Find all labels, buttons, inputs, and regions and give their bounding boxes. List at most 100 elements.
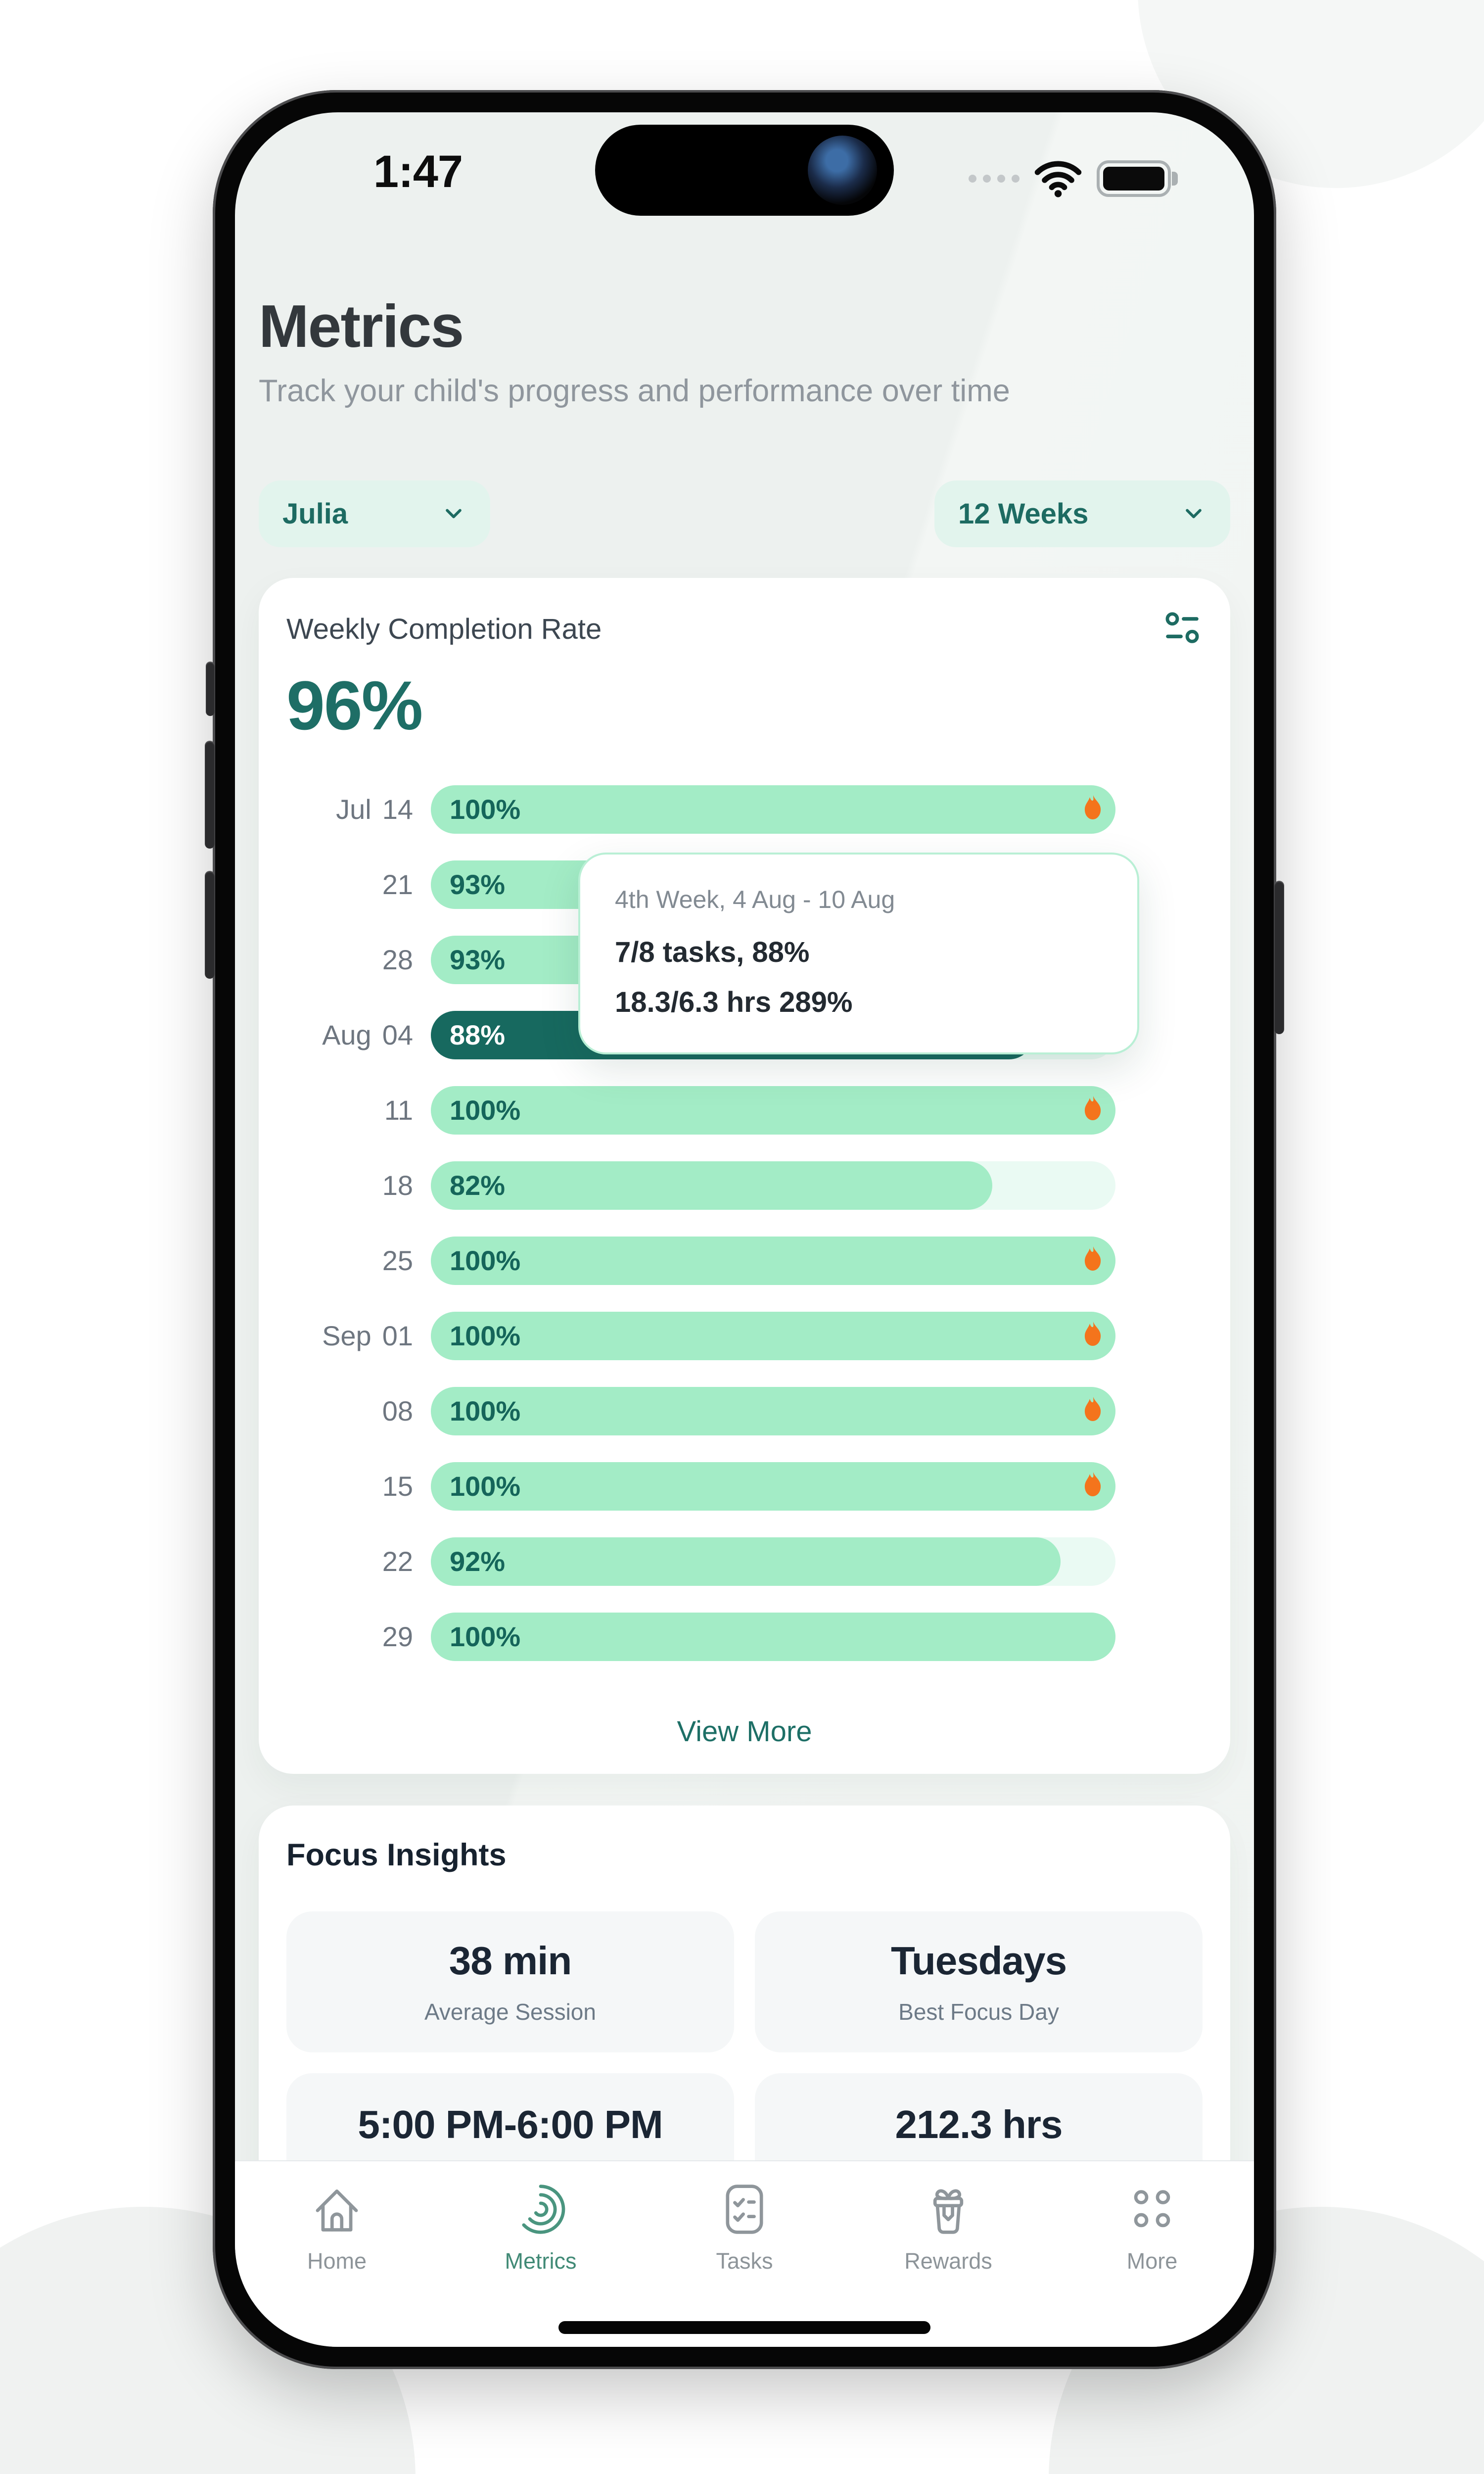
tab-bar: Home Metrics Tasks Rewards More — [235, 2160, 1254, 2347]
bar-track: 100% — [431, 1086, 1115, 1135]
page-subtitle: Track your child's progress and performa… — [259, 374, 1010, 409]
bar-fill: 100% — [431, 785, 1115, 834]
streak-flame-icon — [1084, 1095, 1101, 1120]
bar-value: 88% — [450, 1019, 506, 1051]
bar-row[interactable]: Sep 01 100% — [286, 1298, 1115, 1374]
bar-value: 93% — [450, 944, 506, 976]
filters-row: Julia 12 Weeks — [259, 480, 1230, 547]
day-label: 25 — [382, 1245, 413, 1277]
home-indicator[interactable] — [558, 2321, 930, 2334]
day-label: 28 — [382, 944, 413, 976]
period-selector[interactable]: 12 Weeks — [934, 480, 1230, 547]
more-icon — [1134, 2190, 1170, 2228]
streak-flame-icon — [1084, 1246, 1101, 1271]
day-label: 01 — [382, 1320, 413, 1352]
stat-value: Tuesdays — [890, 1939, 1067, 1983]
row-label: 08 — [286, 1395, 413, 1427]
child-selector[interactable]: Julia — [259, 480, 490, 547]
tooltip-week-label: 4th Week, 4 Aug - 10 Aug — [615, 885, 895, 913]
app-screen: 1:47 Metrics Track your child's progress… — [235, 112, 1254, 2347]
tab-metrics[interactable]: Metrics — [439, 2161, 643, 2347]
bar-value: 100% — [450, 1245, 521, 1277]
bar-value: 93% — [450, 869, 506, 901]
day-label: 22 — [382, 1546, 413, 1577]
bar-track: 100% — [431, 1311, 1115, 1360]
bar-track: 100% — [431, 1612, 1115, 1661]
tab-label: Home — [307, 2248, 367, 2274]
month-label: Aug — [322, 1019, 371, 1051]
row-label: 18 — [286, 1169, 413, 1201]
tooltip-hours-line: 18.3/6.3 hrs 289% — [615, 986, 853, 1018]
bar-value: 100% — [450, 1395, 521, 1427]
tooltip-tasks-line: 7/8 tasks, 88% — [615, 936, 810, 968]
tab-more[interactable]: More — [1050, 2161, 1254, 2347]
bar-track: 92% — [431, 1537, 1115, 1586]
bar-track: 100% — [431, 785, 1115, 834]
month-label: Jul — [336, 794, 371, 825]
bar-value: 100% — [450, 1471, 521, 1502]
dynamic-island — [595, 125, 894, 216]
wifi-icon — [1034, 161, 1082, 197]
day-label: 04 — [382, 1019, 413, 1051]
phone-frame: 1:47 Metrics Track your child's progress… — [205, 90, 1284, 2369]
child-selector-value: Julia — [282, 497, 348, 530]
volume-down-button — [205, 871, 215, 979]
day-label: 18 — [382, 1170, 413, 1201]
mute-switch — [206, 662, 215, 716]
day-label: 11 — [384, 1094, 413, 1126]
focus-card-title: Focus Insights — [286, 1837, 507, 1872]
bar-row[interactable]: 11 100% — [286, 1073, 1115, 1148]
chart-settings-icon[interactable] — [1162, 608, 1203, 648]
chevron-down-icon — [1186, 509, 1202, 519]
bar-value: 100% — [450, 794, 521, 825]
tasks-icon — [726, 2185, 763, 2234]
day-label: 21 — [382, 869, 413, 901]
day-label: 29 — [382, 1621, 413, 1653]
stat-value: 5:00 PM-6:00 PM — [358, 2102, 663, 2147]
bar-fill: 100% — [431, 1236, 1115, 1285]
tab-label: Rewards — [904, 2248, 992, 2274]
stat-label: Average Session — [424, 1999, 596, 2025]
bar-fill: 100% — [431, 1086, 1115, 1135]
stat-best-focus-day: Tuesdays Best Focus Day — [755, 1911, 1203, 2052]
bar-track: 100% — [431, 1236, 1115, 1285]
front-camera — [808, 136, 877, 205]
month-label: Sep — [322, 1320, 371, 1352]
status-time: 1:47 — [373, 146, 463, 197]
battery-icon — [1097, 160, 1178, 197]
bar-fill: 100% — [431, 1462, 1115, 1511]
rewards-icon — [933, 2189, 964, 2234]
tab-tasks[interactable]: Tasks — [643, 2161, 846, 2347]
row-label: 25 — [286, 1244, 413, 1277]
completion-summary-value: 96% — [286, 666, 423, 744]
tab-home[interactable]: Home — [235, 2161, 439, 2347]
weekly-completion-card: Weekly Completion Rate 96% Jul 14 100% 21 93… — [259, 577, 1230, 1774]
page-header: Metrics Track your child's progress and … — [235, 112, 1254, 410]
tab-rewards[interactable]: Rewards — [846, 2161, 1050, 2347]
period-selector-value: 12 Weeks — [958, 497, 1089, 530]
bar-row[interactable]: 08 100% — [286, 1374, 1115, 1449]
tab-label: More — [1126, 2248, 1178, 2274]
bar-row[interactable]: 25 100% — [286, 1223, 1115, 1298]
bar-row[interactable]: 29 100% — [286, 1599, 1115, 1674]
stat-value: 38 min — [449, 1939, 572, 1983]
bar-row[interactable]: 15 100% — [286, 1449, 1115, 1524]
view-more-link[interactable]: View More — [677, 1715, 812, 1748]
stat-label: Best Focus Day — [898, 1999, 1059, 2025]
row-label: 11 — [286, 1094, 413, 1126]
bar-row[interactable]: Jul 14 100% — [286, 772, 1115, 847]
row-label: Aug 04 — [286, 1019, 413, 1051]
metrics-icon — [522, 2185, 565, 2234]
bar-fill: 92% — [431, 1537, 1061, 1586]
bar-value: 100% — [450, 1621, 521, 1653]
status-icons — [969, 160, 1178, 197]
row-label: 29 — [286, 1620, 413, 1653]
row-label: Jul 14 — [286, 793, 413, 825]
streak-flame-icon — [1084, 795, 1101, 819]
bar-fill: 82% — [431, 1161, 992, 1210]
tab-label: Tasks — [716, 2248, 773, 2274]
bar-row[interactable]: 18 82% — [286, 1148, 1115, 1223]
row-label: 28 — [286, 944, 413, 976]
bar-row[interactable]: 22 92% — [286, 1524, 1115, 1599]
day-label: 15 — [382, 1471, 413, 1502]
